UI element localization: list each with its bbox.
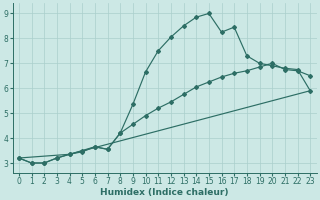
X-axis label: Humidex (Indice chaleur): Humidex (Indice chaleur)	[100, 188, 229, 197]
